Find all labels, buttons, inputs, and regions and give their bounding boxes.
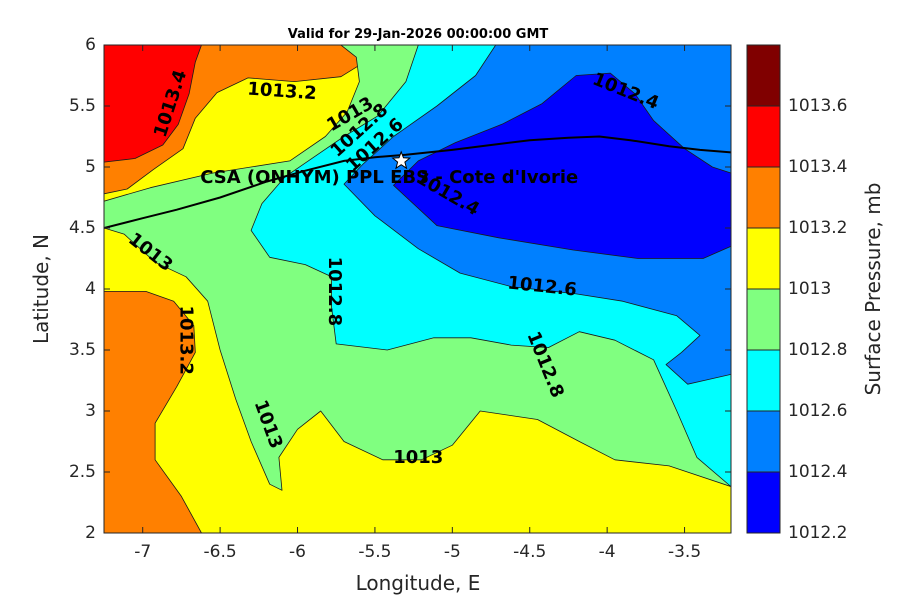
y-tick-label-0: 2 xyxy=(85,523,96,543)
site-star-icon xyxy=(391,150,412,170)
y-tick-label-1: 2.5 xyxy=(69,462,96,482)
x-tick-label-0: -7 xyxy=(134,542,151,562)
site-name-label: CSA (ONHYM) PPL EBS - Cote d'Ivorie xyxy=(200,167,578,188)
colorbar-swatch-1 xyxy=(747,411,780,472)
colorbar-tick-label-7: 1013.6 xyxy=(788,96,847,116)
x-axis-label: Longitude, E xyxy=(356,571,481,595)
colorbar-swatch-4 xyxy=(747,228,780,289)
y-tick-label-3: 3.5 xyxy=(69,340,96,360)
pressure-region-3 xyxy=(104,290,202,533)
colorbar-tick-label-6: 1013.4 xyxy=(788,157,847,177)
colorbar-swatch-0 xyxy=(747,472,780,533)
colorbar-tick-label-4: 1013 xyxy=(788,279,831,299)
x-tick-label-4: -5 xyxy=(444,542,461,562)
contour-label-13: 1013 xyxy=(393,447,443,468)
plot-area xyxy=(104,45,731,533)
colorbar-swatch-6 xyxy=(747,106,780,167)
colorbar-tick-label-1: 1012.4 xyxy=(788,462,847,482)
colorbar-tick-label-5: 1013.2 xyxy=(788,218,847,238)
colorbar-tick-label-2: 1012.6 xyxy=(788,401,847,421)
colorbar-swatch-2 xyxy=(747,350,780,411)
site-marker-group: CSA (ONHYM) PPL EBS - Cote d'Ivorie xyxy=(200,150,578,188)
y-tick-label-5: 4.5 xyxy=(69,218,96,238)
y-tick-label-2: 3 xyxy=(85,401,96,421)
contour-label-8: 1012.8 xyxy=(324,257,345,326)
coastline xyxy=(104,135,731,229)
contour-label-10: 1013.2 xyxy=(176,305,197,374)
chart-title: Valid for 29-Jan-2026 00:00:00 GMT xyxy=(288,27,549,42)
colorbar-label: Surface Pressure, mb xyxy=(861,183,885,396)
pressure-regions xyxy=(104,45,731,533)
colorbar-tick-label-0: 1012.2 xyxy=(788,523,847,543)
colorbar-swatch-3 xyxy=(747,289,780,350)
y-axis-ticks: 2 2.5 3 3.5 4 4.5 5 5.5 6 xyxy=(69,35,731,543)
y-tick-label-7: 5.5 xyxy=(69,96,96,116)
x-tick-label-1: -6.5 xyxy=(204,542,237,562)
x-tick-label-2: -6 xyxy=(289,542,306,562)
pressure-region-2 xyxy=(104,45,202,163)
colorbar-ticks: 1012.2 1012.4 1012.6 1012.8 1013 1013.2 1013.4… xyxy=(747,96,847,543)
x-tick-label-6: -4 xyxy=(599,542,616,562)
y-axis-label: Latitude, N xyxy=(29,234,53,344)
x-axis-ticks: -7 -6.5 -6 -5.5 -5 -4.5 -4 -3.5 xyxy=(134,45,701,562)
pressure-region-7 xyxy=(393,72,731,259)
y-tick-label-4: 4 xyxy=(85,279,96,299)
contour-label-1: 1013.2 xyxy=(247,79,318,105)
x-tick-label-3: -5.5 xyxy=(358,542,391,562)
x-tick-label-5: -4.5 xyxy=(513,542,546,562)
x-tick-label-7: -3.5 xyxy=(668,542,701,562)
y-tick-label-6: 5 xyxy=(85,157,96,177)
y-tick-label-8: 6 xyxy=(85,35,96,55)
colorbar-tick-label-3: 1012.8 xyxy=(788,340,847,360)
colorbar-swatch-5 xyxy=(747,167,780,228)
coastline-line xyxy=(104,135,731,229)
colorbar-swatch-7 xyxy=(747,45,780,106)
